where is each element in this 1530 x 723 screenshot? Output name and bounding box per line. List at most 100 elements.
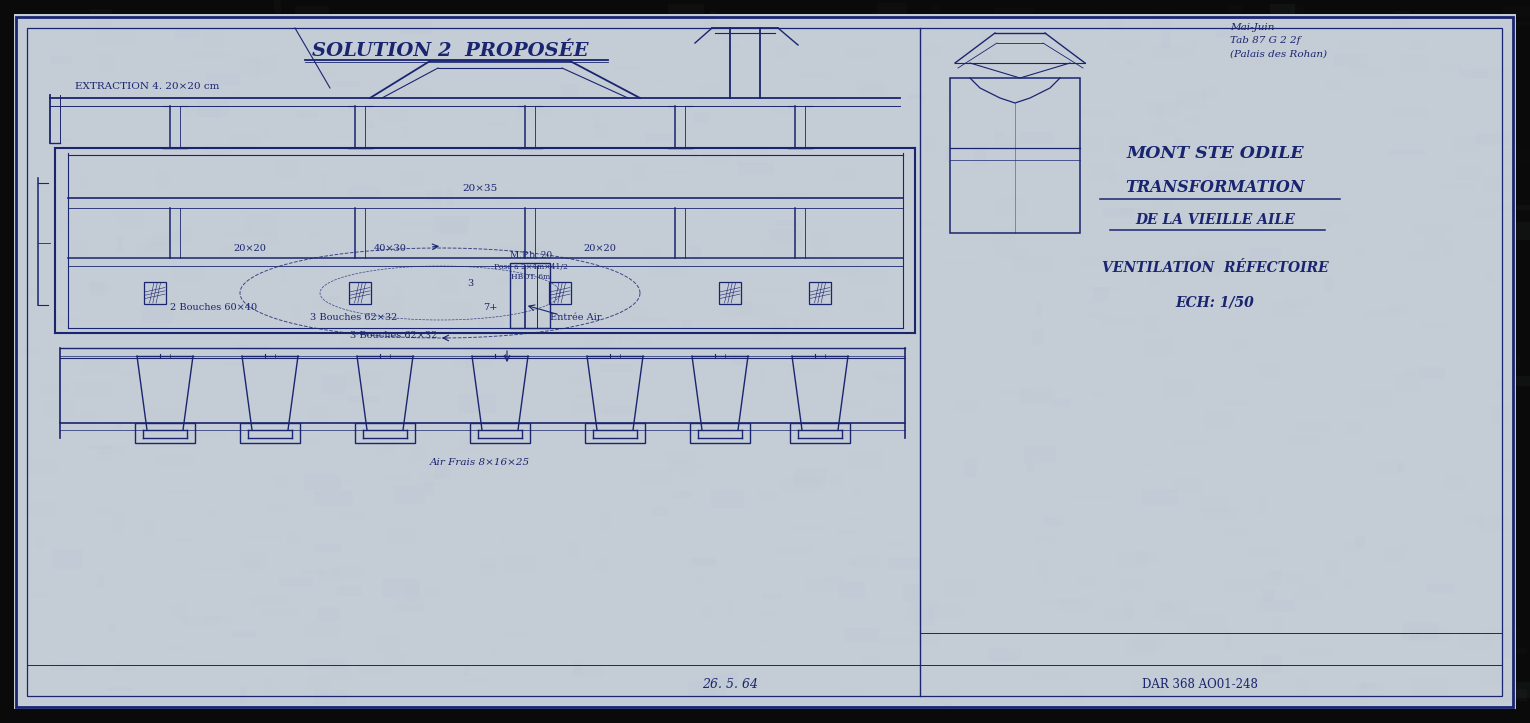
Bar — [1397, 463, 1403, 471]
Bar — [83, 461, 113, 464]
Bar — [1177, 389, 1212, 404]
Bar — [41, 277, 55, 295]
Bar — [401, 89, 431, 107]
Bar — [1034, 535, 1054, 542]
Bar — [1201, 262, 1224, 275]
Bar — [1449, 524, 1457, 539]
Bar — [497, 276, 519, 286]
Bar — [467, 267, 485, 271]
Bar — [99, 53, 115, 72]
Bar — [722, 302, 753, 316]
Bar — [600, 334, 640, 340]
Bar — [1091, 163, 1115, 181]
Bar — [381, 474, 412, 481]
Bar — [1241, 222, 1264, 232]
Text: DAR 368 AO01-248: DAR 368 AO01-248 — [1141, 678, 1258, 691]
Bar — [470, 90, 476, 101]
Bar — [496, 464, 514, 469]
Bar — [142, 519, 148, 539]
Bar — [1412, 278, 1418, 283]
Bar — [636, 339, 653, 344]
Bar — [1434, 424, 1472, 436]
Bar — [662, 250, 699, 269]
Bar — [789, 423, 851, 443]
Bar — [653, 471, 676, 482]
Bar — [1143, 315, 1158, 333]
Bar — [583, 334, 615, 350]
Bar — [1305, 439, 1340, 446]
Bar — [889, 287, 918, 302]
Bar — [949, 100, 953, 113]
Bar — [606, 521, 629, 538]
Bar — [806, 98, 835, 102]
Bar — [1045, 66, 1060, 80]
Bar — [96, 448, 112, 461]
Bar — [1024, 446, 1056, 463]
Bar — [1258, 363, 1281, 378]
Bar — [662, 171, 693, 174]
Bar — [1473, 208, 1495, 219]
Bar — [318, 569, 341, 580]
Bar — [682, 320, 693, 329]
Bar — [546, 615, 557, 623]
Bar — [1484, 628, 1519, 641]
Bar — [135, 198, 170, 204]
Bar — [60, 138, 70, 142]
Bar — [1285, 573, 1305, 584]
Bar — [887, 557, 920, 569]
Bar — [95, 29, 135, 45]
Bar — [832, 260, 863, 278]
Bar — [981, 34, 996, 48]
Bar — [1227, 5, 1242, 15]
Bar — [1245, 146, 1284, 153]
Bar — [1108, 20, 1123, 30]
Bar — [364, 322, 390, 340]
Bar — [575, 253, 584, 257]
Bar — [1248, 225, 1273, 228]
Bar — [1100, 426, 1112, 439]
Bar — [1455, 166, 1483, 180]
Bar — [863, 618, 877, 636]
Bar — [1342, 211, 1353, 216]
Bar — [395, 286, 402, 299]
Bar — [1092, 298, 1115, 315]
Bar — [704, 554, 736, 559]
Bar — [347, 395, 379, 403]
Bar — [805, 578, 838, 591]
Bar — [1297, 678, 1310, 695]
Bar — [1493, 524, 1501, 536]
Bar — [796, 96, 805, 106]
Bar — [470, 384, 509, 403]
Bar — [1177, 257, 1213, 270]
Bar — [600, 510, 610, 530]
Bar — [72, 358, 83, 365]
Bar — [1027, 462, 1034, 473]
Bar — [308, 675, 332, 690]
Bar — [1440, 165, 1476, 176]
Bar — [838, 400, 866, 409]
Bar — [776, 46, 789, 58]
Bar — [898, 599, 918, 607]
Bar — [572, 667, 604, 677]
Bar — [63, 620, 70, 628]
Bar — [1117, 299, 1141, 315]
Bar — [702, 151, 730, 164]
Bar — [35, 535, 44, 549]
Bar — [534, 55, 546, 67]
Bar — [1472, 67, 1510, 80]
Bar — [52, 549, 83, 568]
Bar — [141, 304, 174, 323]
Bar — [854, 487, 860, 497]
Bar — [786, 103, 808, 113]
Bar — [1021, 390, 1054, 405]
Bar — [1248, 547, 1282, 558]
Text: SOLUTION 2  PROPOSÉE: SOLUTION 2 PROPOSÉE — [312, 42, 588, 60]
Bar — [1151, 46, 1187, 59]
Bar — [89, 283, 110, 291]
Bar — [1458, 70, 1489, 77]
Bar — [1201, 283, 1212, 299]
Bar — [834, 169, 855, 181]
Bar — [1187, 615, 1227, 632]
Bar — [272, 429, 308, 442]
Bar — [282, 92, 294, 96]
